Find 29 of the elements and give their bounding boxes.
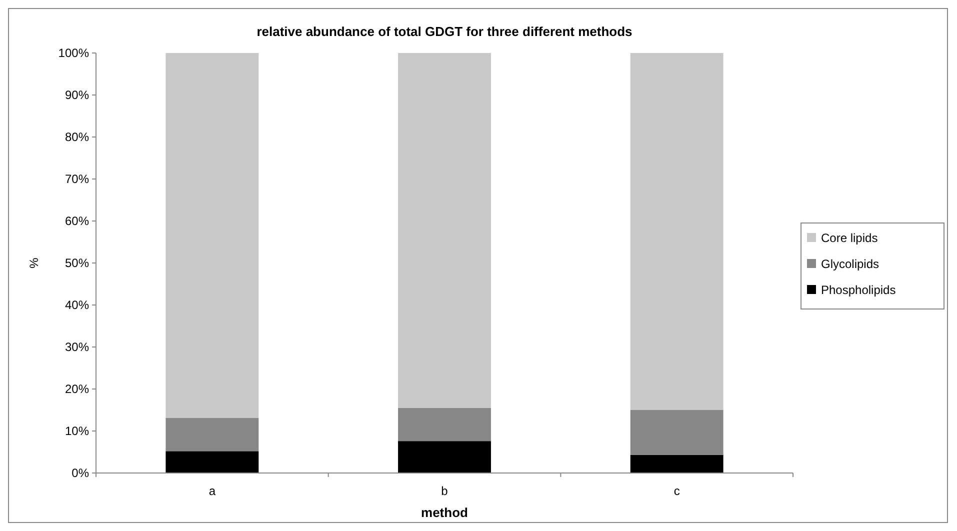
bar [630, 454, 724, 473]
y-tick-label: 40% [64, 298, 90, 312]
legend-label: Glycolipids [821, 257, 880, 272]
chart-title: relative abundance of total GDGT for three different methods [256, 24, 632, 39]
legend-label: Core lipids [821, 231, 878, 246]
y-tick-label: 0% [72, 466, 90, 480]
y-tick-label: 80% [64, 130, 90, 144]
y-tick-label: 90% [64, 88, 90, 102]
y-tick-label: 70% [64, 172, 90, 186]
y-tick-label: 50% [64, 256, 90, 270]
x-axis-title: method [421, 505, 468, 520]
y-tick-label: 10% [64, 424, 90, 438]
x-tick-label: c [674, 484, 680, 498]
y-axis-title: % [27, 257, 41, 268]
x-tick-label: a [208, 484, 216, 498]
bar [166, 451, 259, 473]
bar [398, 441, 491, 473]
x-tick-label: b [441, 484, 448, 498]
bar [166, 418, 259, 452]
y-tick-label: 30% [64, 340, 90, 354]
y-tick-label: 60% [64, 214, 90, 228]
bar [166, 53, 259, 418]
bar [630, 53, 724, 410]
legend-label: Phospholipids [821, 283, 896, 298]
y-tick-label: 100% [58, 46, 90, 60]
bar [398, 53, 491, 408]
bar [398, 408, 491, 442]
bar [630, 410, 724, 455]
y-tick-label: 20% [64, 382, 90, 396]
